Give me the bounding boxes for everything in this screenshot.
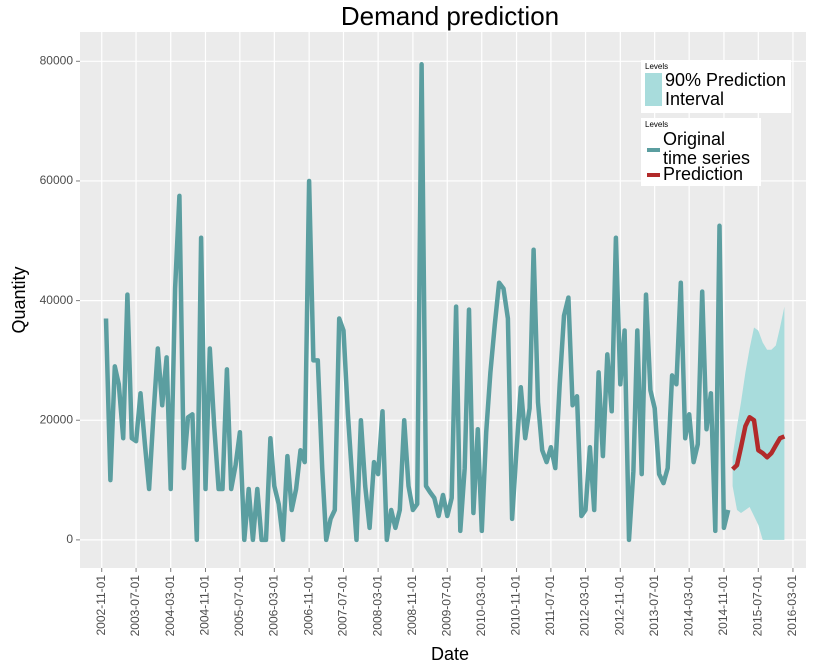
x-tick-label: 2016-03-01 [785, 575, 799, 637]
series-line [731, 415, 786, 471]
x-tick-label: 2013-07-01 [647, 575, 661, 637]
x-tick-label: 2008-03-01 [370, 575, 384, 637]
x-tick-label: 2007-07-01 [336, 575, 350, 637]
legend-label: 90% Prediction Interval [665, 70, 787, 109]
legend-title: Levels [645, 120, 669, 129]
x-tick-label: 2005-07-01 [232, 575, 246, 637]
y-tick-label: 80000 [40, 53, 74, 67]
x-tick-label: 2012-03-01 [578, 575, 592, 637]
x-tick-label: 2008-11-01 [405, 575, 419, 636]
x-tick-label: 2015-07-01 [750, 575, 764, 637]
legend-label: Original time series [663, 129, 751, 168]
x-tick-label: 2002-11-01 [94, 575, 108, 636]
x-tick-label: 2006-03-01 [267, 575, 281, 637]
prediction-band [732, 306, 785, 540]
legend-lines: Levels Original time series Prediction [641, 118, 761, 186]
x-tick-label: 2009-07-01 [439, 575, 453, 637]
y-tick-label: 40000 [40, 293, 74, 307]
x-tick-label: 2011-07-01 [543, 575, 557, 636]
x-tick-label: 2004-11-01 [198, 575, 212, 636]
y-tick-label: 0 [66, 532, 73, 546]
x-tick-label: 2010-11-01 [509, 575, 523, 636]
x-tick-label: 2004-03-01 [163, 575, 177, 637]
legend-key [647, 148, 660, 152]
x-tick-label: 2012-11-01 [612, 575, 626, 636]
x-tick-label: 2014-03-01 [681, 575, 695, 637]
legend-title: Levels [645, 62, 669, 71]
chart-title: Demand prediction [341, 1, 559, 31]
series-line [103, 62, 731, 543]
y-axis-label: Quantity [9, 266, 29, 333]
legend-key [645, 73, 662, 106]
legend-interval: Levels 90% Prediction Interval [641, 60, 791, 113]
x-tick-label: 2006-11-01 [301, 575, 315, 636]
x-tick-label: 2014-11-01 [716, 575, 730, 636]
y-tick-label: 20000 [40, 412, 74, 426]
x-axis-label: Date [431, 644, 469, 664]
x-tick-label: 2010-03-01 [474, 575, 488, 637]
legend-key [647, 173, 660, 177]
x-tick-label: 2003-07-01 [128, 575, 142, 637]
legend-label: Prediction [663, 164, 744, 184]
y-tick-label: 60000 [40, 173, 74, 187]
